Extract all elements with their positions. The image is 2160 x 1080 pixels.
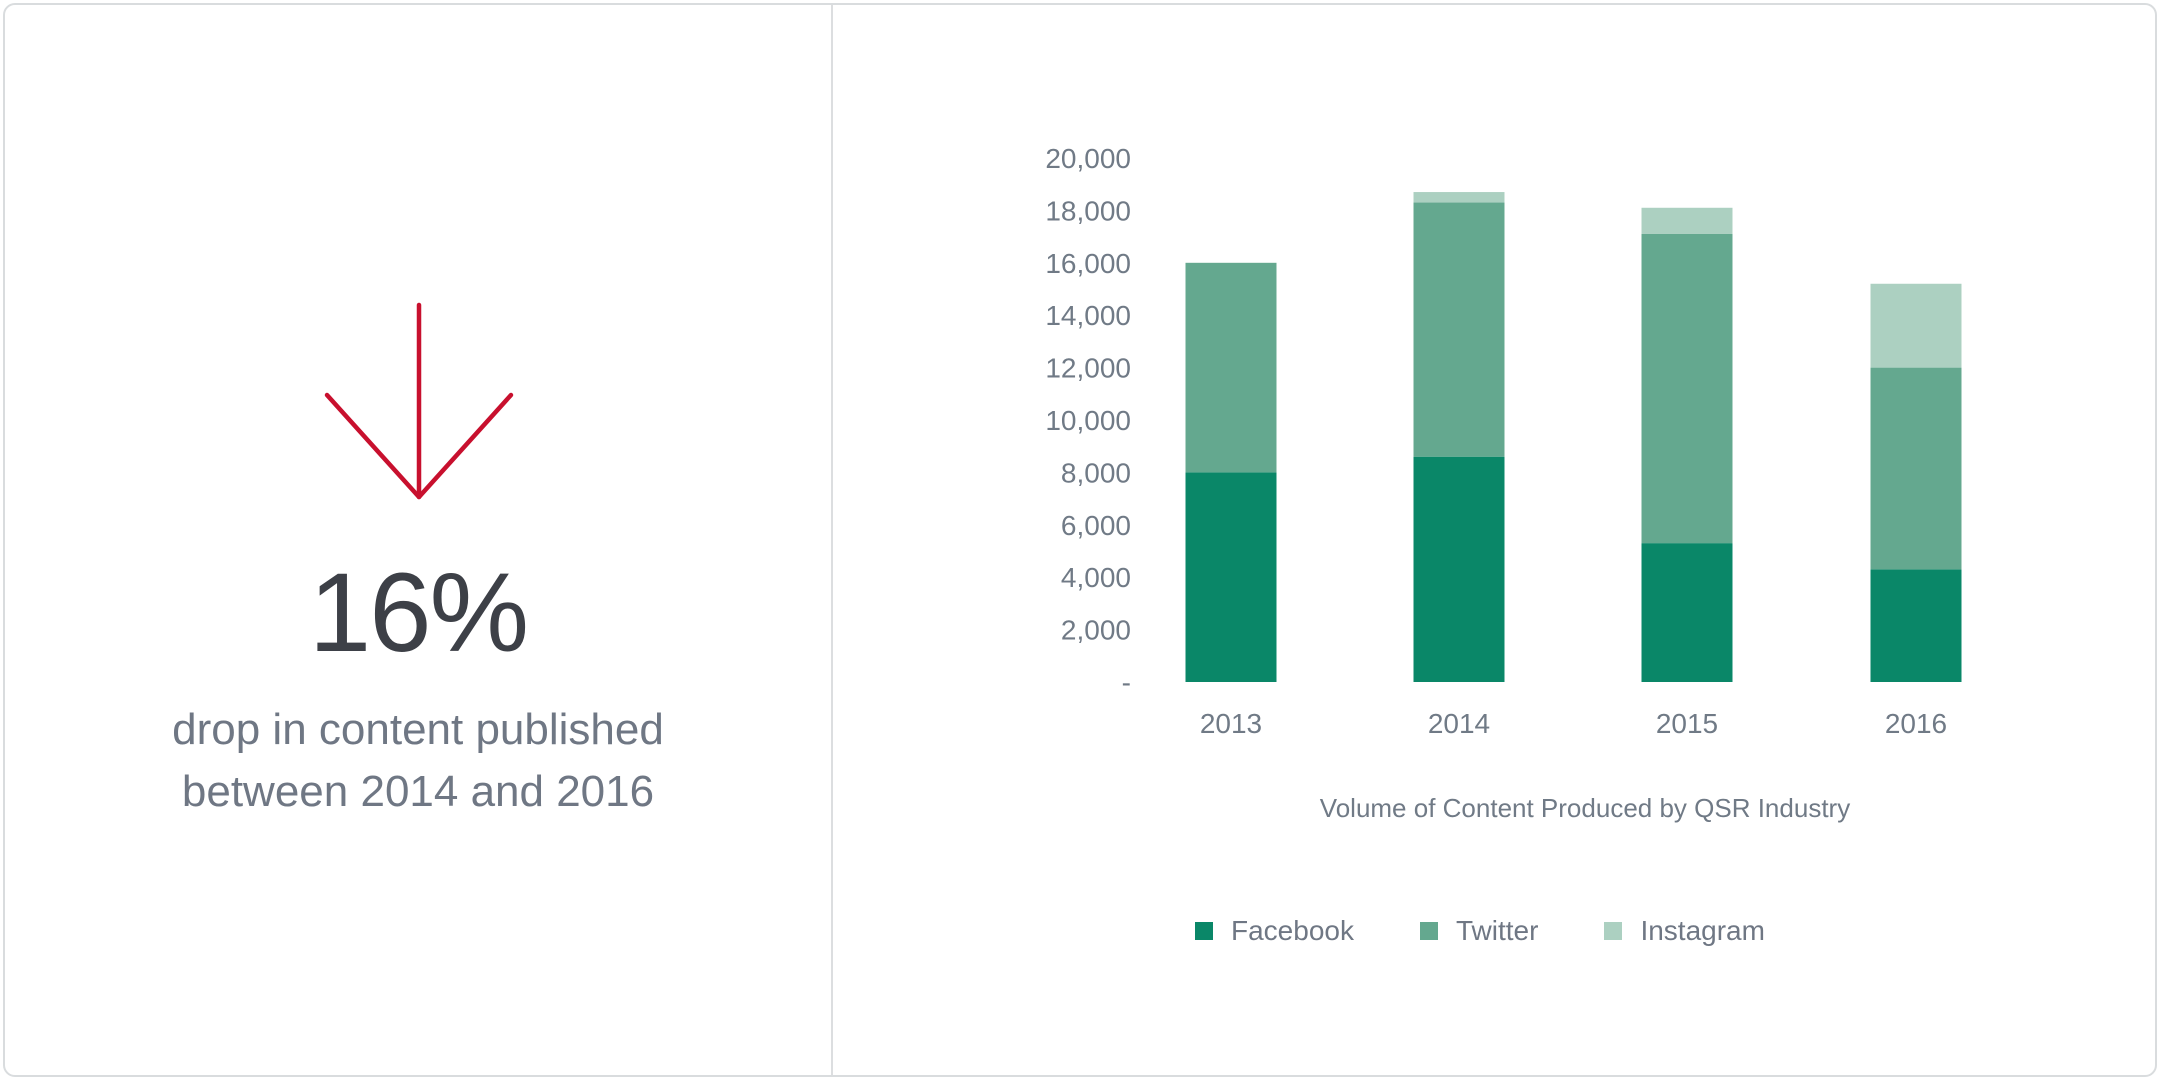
stacked-bar-chart: - 2,000 4,000 6,000 8,000 10,000 12,000 14,000 1… — [1045, 143, 1962, 823]
legend-item-instagram: Instagram — [1604, 915, 1765, 947]
x-tick-label: 2013 — [1200, 708, 1262, 739]
y-tick-label: - — [1122, 667, 1131, 698]
stat-value: 16% — [308, 550, 529, 675]
bar-facebook-2015 — [1641, 543, 1733, 682]
y-tick-label: 2,000 — [1061, 615, 1131, 646]
legend-item-twitter: Twitter — [1419, 915, 1539, 947]
bar-instagram-2016 — [1870, 283, 1962, 368]
legend-swatch — [1195, 922, 1213, 940]
down-arrow-icon — [324, 302, 514, 500]
stat-caption-line-1: drop in content published — [172, 705, 664, 754]
x-tick-label: 2015 — [1656, 708, 1718, 739]
y-tick-label: 8,000 — [1061, 457, 1131, 488]
bar-twitter-2015 — [1641, 233, 1733, 544]
y-tick-label: 16,000 — [1045, 248, 1131, 279]
x-tick-label: 2016 — [1885, 708, 1947, 739]
y-tick-label: 10,000 — [1045, 405, 1131, 436]
stat-caption-line-2: between 2014 and 2016 — [181, 767, 655, 816]
legend-label: Twitter — [1455, 915, 1539, 946]
legend-label: Facebook — [1231, 915, 1354, 946]
bar-twitter-2013 — [1185, 262, 1277, 473]
bar-instagram-2014 — [1413, 192, 1505, 203]
y-tick-label: 4,000 — [1061, 562, 1131, 593]
y-tick-label: 12,000 — [1045, 353, 1131, 384]
chart-title: Volume of Content Produced by QSR Indust… — [1320, 793, 1850, 823]
legend-swatch — [1419, 922, 1438, 940]
bar-twitter-2014 — [1413, 202, 1505, 457]
infographic-card: 16% drop in content published between 20… — [3, 3, 2157, 1077]
legend-item-facebook: Facebook — [1195, 915, 1354, 947]
bar-twitter-2016 — [1870, 367, 1962, 570]
stat-caption: drop in content published between 2014 a… — [5, 699, 831, 823]
panel-divider — [831, 5, 833, 1075]
chart-legend: Facebook Twitter Instagram — [1195, 911, 1831, 951]
y-tick-label: 6,000 — [1061, 510, 1131, 541]
y-tick-label: 20,000 — [1045, 143, 1131, 174]
bar-facebook-2013 — [1185, 472, 1277, 682]
legend-label: Instagram — [1640, 915, 1765, 946]
y-tick-label: 18,000 — [1045, 195, 1131, 226]
x-tick-label: 2014 — [1428, 708, 1490, 739]
bar-facebook-2016 — [1870, 569, 1962, 682]
y-tick-label: 14,000 — [1045, 300, 1131, 331]
bar-facebook-2014 — [1413, 456, 1505, 682]
legend-swatch — [1604, 922, 1623, 940]
stat-panel: 16% drop in content published between 20… — [5, 5, 831, 1075]
bar-instagram-2015 — [1641, 207, 1733, 234]
